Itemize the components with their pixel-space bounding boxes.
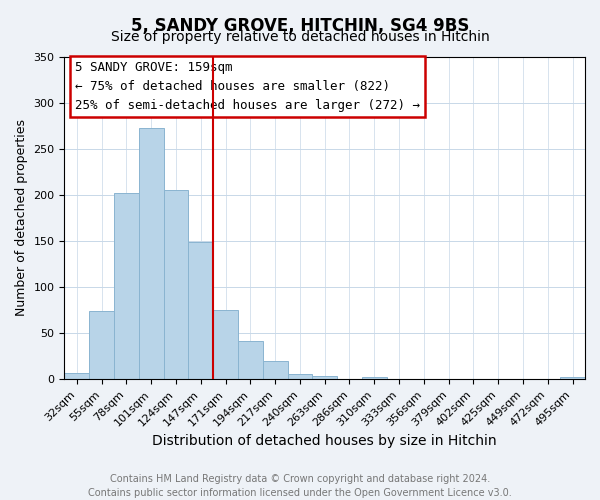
Bar <box>64 373 89 379</box>
Bar <box>89 311 114 379</box>
Bar <box>263 361 287 379</box>
Bar <box>139 128 164 379</box>
Bar <box>164 190 188 379</box>
Bar <box>114 193 139 379</box>
Bar <box>362 378 386 379</box>
Text: Size of property relative to detached houses in Hitchin: Size of property relative to detached ho… <box>110 30 490 44</box>
Text: 5 SANDY GROVE: 159sqm
← 75% of detached houses are smaller (822)
25% of semi-det: 5 SANDY GROVE: 159sqm ← 75% of detached … <box>75 62 420 112</box>
X-axis label: Distribution of detached houses by size in Hitchin: Distribution of detached houses by size … <box>152 434 497 448</box>
Bar <box>560 378 585 379</box>
Y-axis label: Number of detached properties: Number of detached properties <box>15 120 28 316</box>
Bar <box>313 376 337 379</box>
Text: Contains HM Land Registry data © Crown copyright and database right 2024.
Contai: Contains HM Land Registry data © Crown c… <box>88 474 512 498</box>
Bar <box>238 342 263 379</box>
Text: 5, SANDY GROVE, HITCHIN, SG4 9BS: 5, SANDY GROVE, HITCHIN, SG4 9BS <box>131 18 469 36</box>
Bar <box>287 374 313 379</box>
Bar <box>188 242 213 379</box>
Bar <box>213 310 238 379</box>
